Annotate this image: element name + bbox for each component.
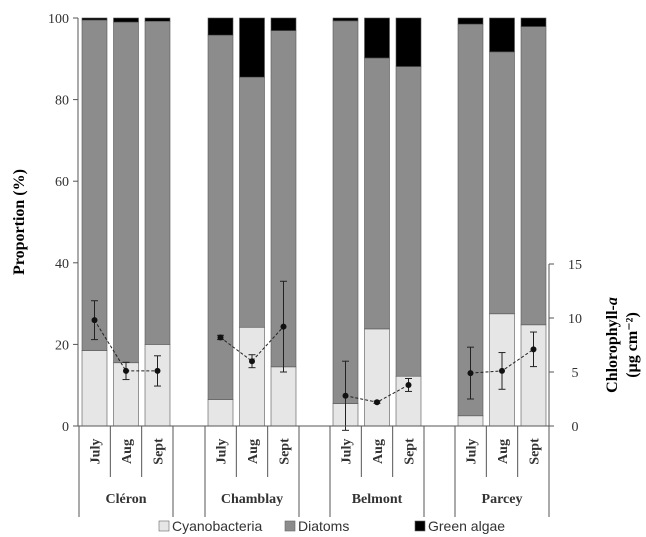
chlorophyll-point	[155, 368, 161, 374]
chlorophyll-point	[249, 358, 255, 364]
month-label: Aug	[246, 439, 261, 464]
y-tick-label: 100	[48, 12, 69, 27]
chlorophyll-point	[343, 393, 349, 399]
legend-swatch	[415, 521, 425, 531]
y2-tick-label: 5	[572, 366, 579, 381]
chlorophyll-point	[374, 399, 380, 405]
green-algae-segment	[396, 18, 421, 67]
y-tick-label: 60	[55, 175, 69, 190]
chlorophyll-point	[218, 334, 224, 340]
green-algae-segment	[114, 18, 139, 22]
y-tick-label: 0	[62, 420, 69, 435]
diatoms-segment	[396, 67, 421, 377]
diatoms-segment	[145, 21, 170, 344]
y2-tick-label: 0	[572, 420, 579, 435]
month-label: July	[215, 439, 230, 465]
chlorophyll-point	[499, 368, 505, 374]
legend-swatch	[159, 521, 169, 531]
diatoms-segment	[365, 58, 390, 329]
cyanobacteria-segment	[82, 351, 107, 426]
legend-swatch	[285, 521, 295, 531]
cyanobacteria-segment	[365, 329, 390, 426]
y2-axis-title-italic: a	[604, 297, 621, 305]
cyanobacteria-segment	[458, 416, 483, 426]
y2-tick-label: 10	[568, 312, 582, 327]
cyanobacteria-segment	[271, 367, 296, 426]
month-label: Sept	[403, 438, 418, 465]
green-algae-segment	[82, 18, 107, 20]
cyanobacteria-segment	[208, 399, 233, 426]
diatoms-segment	[114, 22, 139, 363]
month-label: Aug	[496, 439, 511, 464]
diatoms-segment	[490, 52, 515, 314]
chlorophyll-point	[406, 382, 412, 388]
y2-axis-title-main: Chlorophyll-	[604, 305, 621, 393]
diatoms-segment	[333, 21, 358, 404]
group-label: Belmont	[352, 492, 403, 507]
green-algae-segment	[240, 18, 265, 77]
chlorophyll-point	[531, 346, 537, 352]
green-algae-segment	[521, 18, 546, 27]
diatoms-segment	[521, 27, 546, 325]
diatoms-segment	[208, 35, 233, 399]
green-algae-segment	[365, 18, 390, 58]
y2-tick-label: 15	[568, 258, 582, 273]
month-label: Sept	[278, 438, 293, 465]
y2-axis-units: (µg cm⁻²)	[624, 312, 641, 378]
cyanobacteria-segment	[240, 327, 265, 426]
green-algae-segment	[333, 18, 358, 21]
y-axis-title: Proportion (%)	[11, 169, 28, 275]
green-algae-segment	[145, 18, 170, 21]
group-label: Parcey	[482, 492, 523, 507]
y-tick-label: 20	[55, 338, 69, 353]
chlorophyll-point	[468, 370, 474, 376]
green-algae-segment	[208, 18, 233, 35]
green-algae-segment	[271, 18, 296, 31]
legend: Cyanobacteria Diatoms Green algae	[159, 518, 505, 534]
y-tick-label: 80	[55, 94, 69, 109]
group-label: Chamblay	[221, 492, 283, 507]
chlorophyll-point	[281, 324, 287, 330]
legend-label: Diatoms	[298, 518, 349, 534]
legend-label: Cyanobacteria	[172, 518, 262, 534]
month-label: Sept	[528, 438, 543, 465]
month-label: July	[340, 439, 355, 465]
month-label: July	[89, 439, 104, 465]
month-label: Aug	[371, 439, 386, 464]
y-tick-label: 40	[55, 257, 69, 272]
month-label: Aug	[120, 439, 135, 464]
legend-label: Green algae	[428, 518, 505, 534]
y2-axis-title: Chlorophyll-a	[604, 297, 621, 393]
bars-layer	[82, 18, 546, 426]
month-label: July	[465, 439, 480, 465]
diatoms-segment	[240, 77, 265, 327]
green-algae-segment	[490, 18, 515, 52]
month-label: Sept	[152, 438, 167, 465]
chlorophyll-point	[123, 368, 129, 374]
chlorophyll-point	[92, 317, 98, 323]
group-label: Cléron	[106, 492, 147, 507]
green-algae-segment	[458, 18, 483, 24]
